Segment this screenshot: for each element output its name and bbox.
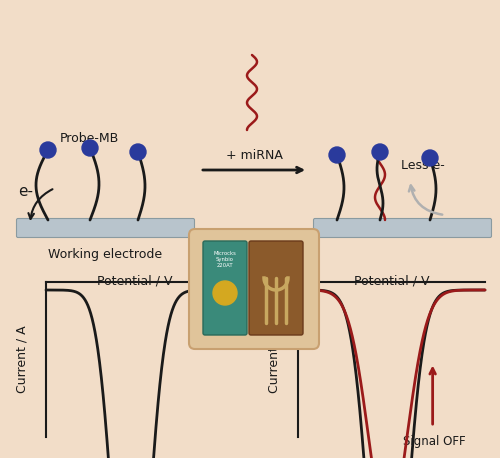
Text: Current / A: Current / A	[16, 326, 28, 393]
Text: + miRNA: + miRNA	[226, 149, 282, 162]
Circle shape	[372, 144, 388, 160]
Circle shape	[329, 147, 345, 163]
FancyBboxPatch shape	[189, 229, 319, 349]
Text: Probe-MB: Probe-MB	[60, 132, 120, 145]
FancyBboxPatch shape	[203, 241, 247, 335]
Circle shape	[422, 150, 438, 166]
FancyBboxPatch shape	[249, 241, 303, 335]
Circle shape	[82, 140, 98, 156]
Text: Potential / V: Potential / V	[354, 274, 429, 287]
Circle shape	[40, 142, 56, 158]
Circle shape	[130, 144, 146, 160]
Text: Less e-: Less e-	[401, 159, 445, 172]
Text: Working electrode: Working electrode	[48, 248, 162, 261]
Text: e-: e-	[18, 185, 33, 200]
FancyBboxPatch shape	[314, 218, 492, 238]
Text: Current / A: Current / A	[268, 326, 280, 393]
Circle shape	[213, 281, 237, 305]
Text: Signal OFF: Signal OFF	[404, 435, 466, 448]
Text: Microcks
Synbio
220AT: Microcks Synbio 220AT	[214, 251, 236, 268]
Text: Potential / V: Potential / V	[97, 274, 172, 287]
FancyBboxPatch shape	[16, 218, 194, 238]
